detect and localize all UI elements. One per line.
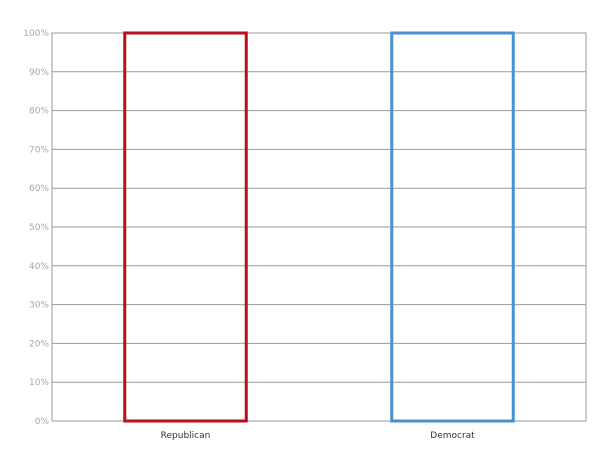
y-tick-label: 40% [29, 262, 49, 272]
y-tick-label: 80% [29, 107, 49, 117]
y-tick-label: 100% [23, 29, 49, 39]
y-tick-label: 50% [29, 223, 49, 233]
bar-democrat [390, 31, 515, 423]
y-tick-label: 60% [29, 184, 49, 194]
x-axis: Republican Democrat [161, 431, 476, 441]
x-tick-label: Republican [161, 431, 211, 441]
y-tick-label: 10% [29, 378, 49, 388]
x-tick-label: Democrat [430, 431, 475, 441]
plot-frame [51, 32, 587, 422]
bar-republican [123, 31, 248, 423]
y-tick-label: 20% [29, 339, 49, 349]
gridlines [52, 32, 586, 422]
y-tick-label: 90% [29, 68, 49, 78]
plot-border [51, 32, 587, 422]
y-tick-label: 70% [29, 145, 49, 155]
bars [123, 31, 515, 423]
y-tick-label: 0% [35, 417, 50, 427]
y-tick-label: 30% [29, 301, 49, 311]
y-axis: 0% 10% 20% 30% 40% 50% 60% 70% 80% 90% 100% [23, 29, 49, 427]
